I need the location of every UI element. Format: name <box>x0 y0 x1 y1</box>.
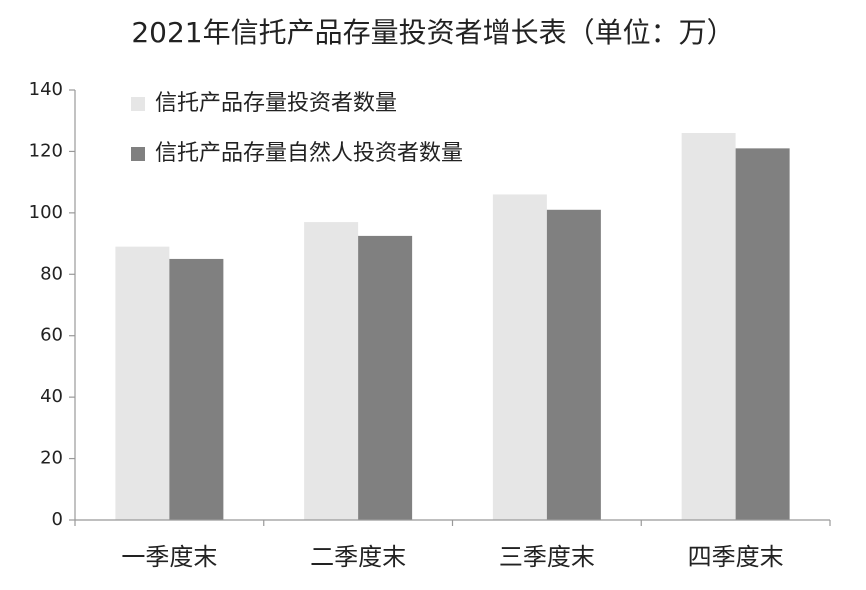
legend-label: 信托产品存量自然人投资者数量 <box>155 141 463 166</box>
y-tick-label: 140 <box>29 79 63 100</box>
x-tick-label: 三季度末 <box>499 543 595 571</box>
bar <box>681 133 736 520</box>
chart-title: 2021年信托产品存量投资者增长表（单位：万） <box>131 16 734 49</box>
y-tick-label: 100 <box>29 202 63 223</box>
x-tick-label: 一季度末 <box>121 543 217 571</box>
y-tick-label: 0 <box>52 509 63 530</box>
x-tick-label: 二季度末 <box>310 543 406 571</box>
y-tick-label: 40 <box>40 386 63 407</box>
x-tick-label: 四季度末 <box>688 543 784 571</box>
bar <box>169 258 224 520</box>
bar <box>115 246 170 520</box>
bar <box>735 148 790 520</box>
y-tick-label: 20 <box>40 448 63 469</box>
bar <box>492 194 547 520</box>
y-tick-label: 120 <box>29 140 63 161</box>
legend-label: 信托产品存量投资者数量 <box>155 91 397 116</box>
legend-swatch <box>131 147 145 161</box>
legend-swatch <box>131 97 145 111</box>
bar <box>304 222 359 521</box>
bar <box>358 235 413 520</box>
y-tick-label: 80 <box>40 263 63 284</box>
bar <box>546 209 601 521</box>
y-tick-label: 60 <box>40 325 63 346</box>
